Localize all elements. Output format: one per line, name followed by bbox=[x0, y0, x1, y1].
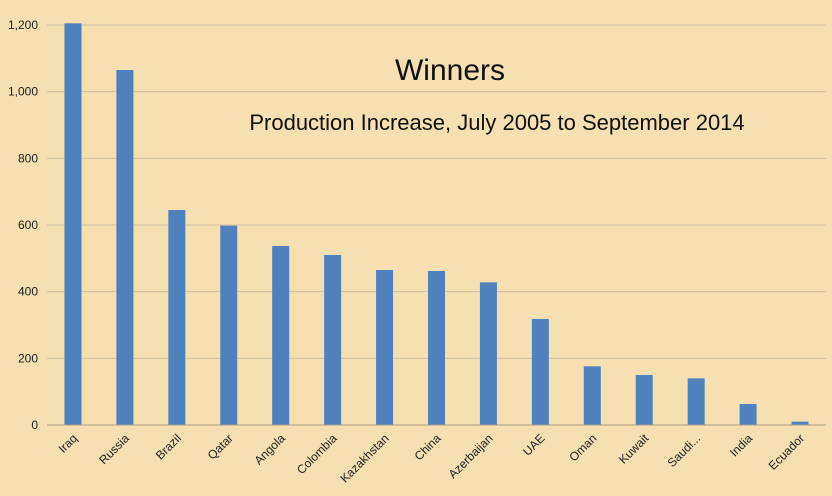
x-tick-label: Qatar bbox=[205, 431, 236, 462]
bar-uae bbox=[531, 319, 549, 425]
bars bbox=[64, 23, 809, 425]
y-tick-label: 800 bbox=[18, 151, 38, 165]
chart-title: Winners bbox=[395, 54, 505, 87]
bar-angola bbox=[272, 246, 290, 425]
x-tick-label: UAE bbox=[520, 431, 547, 458]
x-tick-label: Saudi... bbox=[665, 431, 704, 470]
y-axis-ticks: 0 200 400 600 800 1,000 1,200 bbox=[8, 18, 38, 432]
x-tick-label: Iraq bbox=[56, 431, 81, 456]
y-tick-label: 200 bbox=[18, 351, 38, 365]
bar-ecuador bbox=[791, 421, 809, 425]
bar-azerbaijan bbox=[479, 282, 497, 425]
y-tick-label: 0 bbox=[31, 418, 38, 432]
bar-iraq bbox=[64, 23, 82, 425]
bar-kazakhstan bbox=[376, 270, 394, 425]
x-tick-label: Ecuador bbox=[766, 431, 808, 473]
x-tick-label: India bbox=[727, 431, 756, 460]
y-tick-label: 1,200 bbox=[8, 18, 38, 32]
x-tick-label: Brazil bbox=[153, 431, 184, 462]
bar-china bbox=[428, 271, 445, 425]
bar-brazil bbox=[168, 210, 186, 425]
x-tick-label: Kazakhstan bbox=[337, 431, 391, 485]
y-tick-label: 1,000 bbox=[8, 85, 38, 99]
bar-qatar bbox=[220, 225, 238, 425]
y-tick-label: 400 bbox=[18, 285, 38, 299]
bar-russia bbox=[116, 70, 134, 425]
y-tick-label: 600 bbox=[18, 218, 38, 232]
x-tick-label: Russia bbox=[96, 431, 132, 467]
x-tick-label: China bbox=[412, 431, 444, 463]
x-tick-label: Colombia bbox=[294, 431, 340, 477]
bar-india bbox=[739, 404, 757, 425]
chart-subtitle: Production Increase, July 2005 to Septem… bbox=[249, 110, 744, 135]
x-tick-label: Kuwait bbox=[616, 431, 652, 467]
x-tick-label: Oman bbox=[566, 431, 599, 464]
x-tick-label: Angola bbox=[251, 431, 288, 468]
bar-oman bbox=[583, 366, 601, 425]
bar-saudi bbox=[687, 378, 705, 425]
x-tick-label: Azerbaijan bbox=[446, 431, 496, 481]
bar-kuwait bbox=[635, 375, 653, 425]
x-axis-ticks: Iraq Russia Brazil Qatar Angola ColombiaKazak… bbox=[56, 431, 808, 486]
bar-colombia bbox=[324, 255, 342, 425]
